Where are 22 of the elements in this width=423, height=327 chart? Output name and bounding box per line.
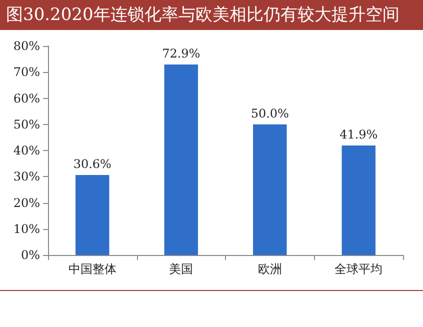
bar	[164, 64, 198, 255]
y-tick-label: 80%	[13, 39, 40, 53]
bar	[342, 146, 376, 255]
y-tick-label: 10%	[13, 222, 40, 236]
bar	[253, 124, 287, 255]
chart-title: 图30.2020年连锁化率与欧美相比仍有较大提升空间	[0, 0, 423, 30]
y-tick-label: 40%	[13, 144, 40, 158]
x-tick-label: 中国整体	[68, 262, 116, 276]
y-tick-label: 30%	[13, 170, 40, 184]
data-label: 50.0%	[250, 106, 289, 120]
data-label: 72.9%	[162, 46, 200, 61]
data-label: 41.9%	[340, 128, 378, 142]
x-tick-label: 美国	[169, 262, 194, 276]
y-tick-label: 70%	[13, 65, 40, 80]
bar	[76, 175, 110, 255]
y-tick-label: 0%	[20, 248, 40, 262]
y-tick-label: 60%	[13, 91, 40, 106]
y-tick-label: 50%	[13, 117, 40, 132]
data-label: 30.6%	[73, 157, 112, 172]
x-tick-label: 全球平均	[334, 262, 383, 276]
y-tick-label: 20%	[13, 196, 40, 210]
x-tick-label: 欧洲	[258, 262, 282, 276]
